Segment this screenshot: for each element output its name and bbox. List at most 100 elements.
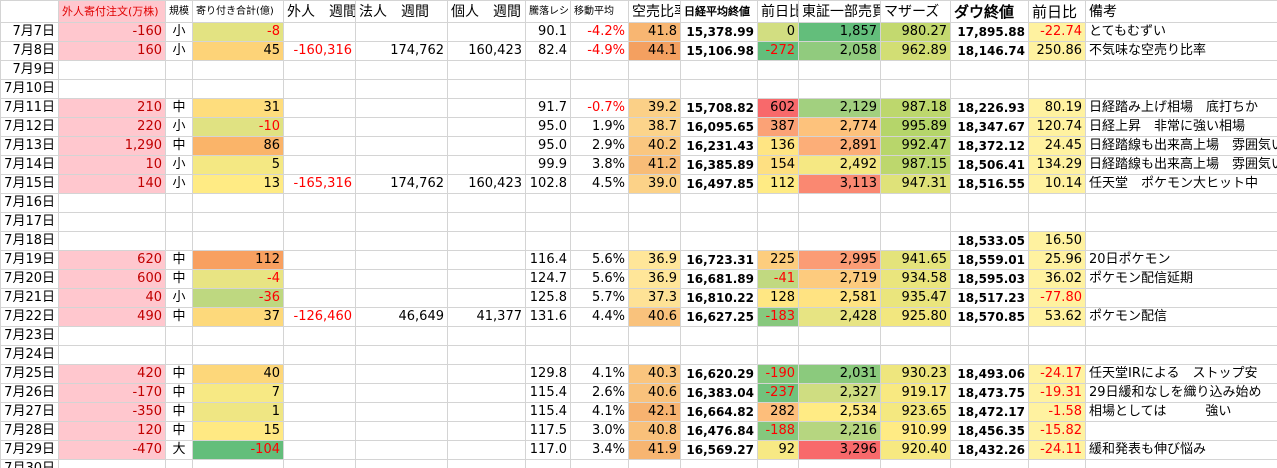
cell: 160 <box>58 41 166 61</box>
cell <box>757 212 799 232</box>
column-header: 法人 週間 <box>355 0 448 23</box>
cell: 95.0 <box>525 136 571 156</box>
cell <box>1028 345 1086 365</box>
cell: 154 <box>757 155 799 175</box>
cell <box>525 79 571 99</box>
cell <box>447 402 526 422</box>
cell <box>447 79 526 99</box>
date-cell: 7月14日 <box>0 155 59 175</box>
cell: 160,423 <box>447 174 526 194</box>
cell: 18,226.93 <box>950 98 1029 118</box>
cell <box>165 212 193 232</box>
cell: 3,113 <box>798 174 881 194</box>
cell <box>283 136 356 156</box>
cell: 82.4 <box>525 41 571 61</box>
cell: 18,533.05 <box>950 231 1029 251</box>
cell <box>447 364 526 384</box>
date-cell: 7月29日 <box>0 440 59 460</box>
cell: -19.31 <box>1028 383 1086 403</box>
cell: 112 <box>757 174 799 194</box>
cell <box>283 288 356 308</box>
cell <box>58 60 166 80</box>
cell <box>950 345 1029 365</box>
cell <box>355 364 448 384</box>
cell: 18,372.12 <box>950 136 1029 156</box>
cell: 174,762 <box>355 174 448 194</box>
cell <box>525 326 571 346</box>
cell <box>447 155 526 175</box>
cell <box>447 440 526 460</box>
cell: 40 <box>192 364 284 384</box>
cell <box>355 136 448 156</box>
date-cell: 7月27日 <box>0 402 59 422</box>
row: 7月17日 <box>0 212 1277 232</box>
row: 7月12日 220 小 -10 95.0 1.9% 38.7 16,095.65 387 2,77… <box>0 117 1277 137</box>
cell: 210 <box>58 98 166 118</box>
cell: 116.4 <box>525 250 571 270</box>
cell <box>165 345 193 365</box>
row: 7月22日 490 中 37 -126,460 46,649 41,377 131.6 4.4%… <box>0 307 1277 327</box>
cell: 987.15 <box>880 155 951 175</box>
row: 7月10日 <box>0 79 1277 99</box>
cell: 41.2 <box>628 155 681 175</box>
cell: 44.1 <box>628 41 681 61</box>
date-cell: 7月20日 <box>0 269 59 289</box>
cell: 39.0 <box>628 174 681 194</box>
date-cell: 7月10日 <box>0 79 59 99</box>
cell: 46,649 <box>355 307 448 327</box>
cell: 18,595.03 <box>950 269 1029 289</box>
cell <box>192 345 284 365</box>
cell: 緩和発表も伸び悩み <box>1085 440 1277 460</box>
cell <box>798 193 881 213</box>
cell: 1.9% <box>570 117 629 137</box>
cell: 934.58 <box>880 269 951 289</box>
cell <box>570 60 629 80</box>
cell: 2,891 <box>798 136 881 156</box>
cell: 16,810.22 <box>680 288 758 308</box>
cell: 129.8 <box>525 364 571 384</box>
cell <box>570 459 629 468</box>
cell: -160,316 <box>283 41 356 61</box>
cell: -350 <box>58 402 166 422</box>
cell <box>165 231 193 251</box>
cell: 18,432.26 <box>950 440 1029 460</box>
cell <box>447 136 526 156</box>
cell: 36.9 <box>628 250 681 270</box>
cell <box>165 193 193 213</box>
cell: 18,570.85 <box>950 307 1029 327</box>
cell: -4.9% <box>570 41 629 61</box>
cell <box>283 440 356 460</box>
date-cell: 7月23日 <box>0 326 59 346</box>
cell: 16,231.43 <box>680 136 758 156</box>
cell: 1,857 <box>798 22 881 42</box>
cell: 不気味な空売り比率 <box>1085 41 1277 61</box>
date-cell: 7月15日 <box>0 174 59 194</box>
date-cell: 7月25日 <box>0 364 59 384</box>
cell <box>58 193 166 213</box>
cell <box>283 326 356 346</box>
cell: -190 <box>757 364 799 384</box>
cell: 4.1% <box>570 364 629 384</box>
cell: 136 <box>757 136 799 156</box>
cell <box>1085 60 1277 80</box>
cell: 16,095.65 <box>680 117 758 137</box>
cell: 2,031 <box>798 364 881 384</box>
cell <box>58 231 166 251</box>
column-header: 東証一部売買 <box>798 0 881 23</box>
cell: 45 <box>192 41 284 61</box>
cell <box>447 269 526 289</box>
column-header: 日経平均終値 <box>680 0 758 23</box>
cell: -22.74 <box>1028 22 1086 42</box>
row: 7月9日 <box>0 60 1277 80</box>
cell <box>570 326 629 346</box>
cell <box>1028 79 1086 99</box>
cell: 36.9 <box>628 269 681 289</box>
cell: -36 <box>192 288 284 308</box>
cell: 5.6% <box>570 250 629 270</box>
column-header: マザーズ <box>880 0 951 23</box>
date-cell: 7月12日 <box>0 117 59 137</box>
cell <box>680 79 758 99</box>
cell <box>355 250 448 270</box>
cell <box>1028 60 1086 80</box>
column-header: 移動平均 <box>570 0 629 23</box>
